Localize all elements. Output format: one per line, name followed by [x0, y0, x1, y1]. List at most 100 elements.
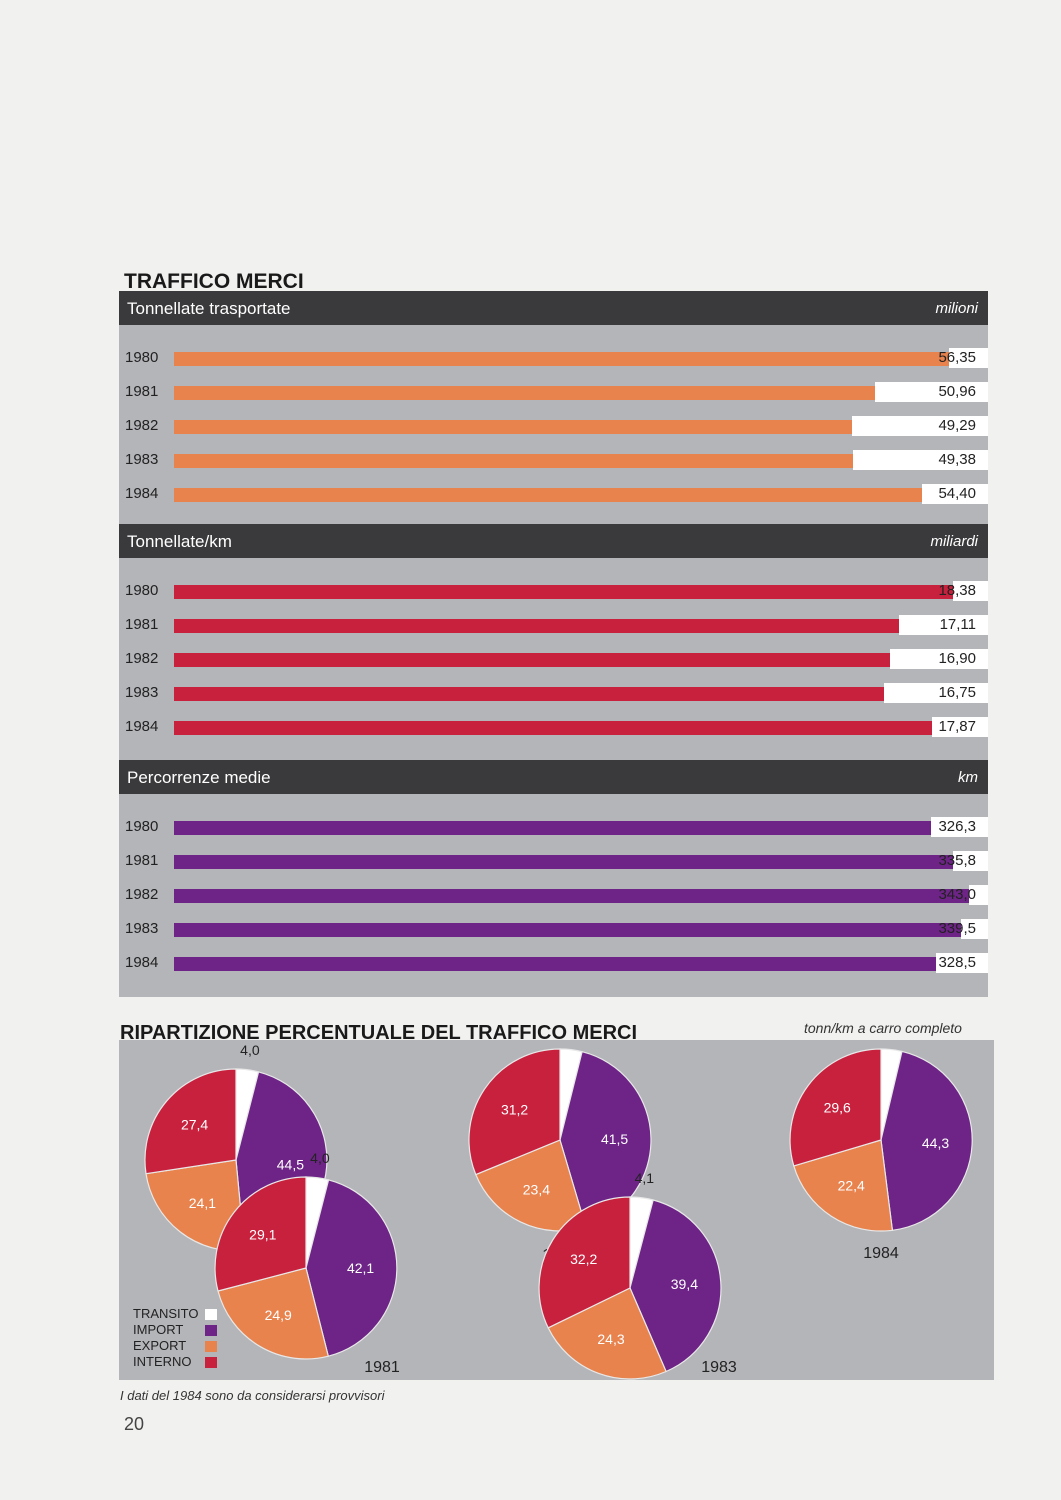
- slice-label: 39,4: [671, 1276, 698, 1292]
- bar-row: 1981 17,11: [119, 613, 988, 637]
- value-box: 16,75: [884, 683, 988, 703]
- pie-charts-panel: 4,044,524,127,419804,042,124,929,119813,…: [119, 1040, 994, 1380]
- year-label: 1982: [125, 417, 159, 434]
- bar-1982: [174, 420, 852, 434]
- value-box: 17,87: [932, 717, 988, 737]
- slice-label: 41,5: [601, 1131, 628, 1147]
- bar-1984: [174, 721, 932, 735]
- pie-1983: 4,1 39,4 24,3 32,2 1983: [538, 1170, 737, 1380]
- year-label: 1980: [125, 349, 159, 366]
- value-box: 17,11: [899, 615, 988, 635]
- slice-label: 44,3: [922, 1135, 949, 1151]
- year-label: 1982: [125, 650, 159, 667]
- bar-1982: [174, 653, 890, 667]
- year-label: 1981: [125, 616, 159, 633]
- value-box: 335,8: [938, 851, 988, 871]
- slice-import: [629, 1199, 722, 1373]
- data-label: 49,38: [938, 451, 976, 468]
- slice-label: 4,1: [635, 1170, 655, 1186]
- value-box: 49,38: [853, 450, 988, 470]
- bar-1980: [174, 585, 953, 599]
- bar-row: 1981 335,8: [119, 849, 988, 873]
- data-label: 18,38: [938, 582, 976, 599]
- legend-swatch: [205, 1309, 217, 1321]
- bar-row: 1983 339,5: [119, 917, 988, 941]
- bar-row: 1984 17,87: [119, 715, 988, 739]
- bar-1983: [174, 687, 884, 701]
- slice-import: [880, 1050, 973, 1231]
- bar-1984: [174, 488, 922, 502]
- year-label: 1981: [125, 852, 159, 869]
- pie-1981: 4,0 42,1 24,9 29,1 1981: [214, 1150, 400, 1376]
- bar-row: 1980 18,38: [119, 579, 988, 603]
- section-header-1: Tonnellate trasportate milioni: [119, 291, 988, 325]
- data-label: 56,35: [938, 349, 976, 366]
- section-title: Tonnellate trasportate: [127, 299, 291, 318]
- year-label: 1983: [125, 920, 159, 937]
- slice-label: 29,6: [824, 1099, 851, 1115]
- legend-label: IMPORT: [133, 1322, 184, 1337]
- bar-row: 1984 54,40: [119, 482, 988, 506]
- year-label: 1984: [125, 954, 159, 971]
- data-label: 17,11: [939, 616, 976, 633]
- pie-section-title: RIPARTIZIONE PERCENTUALE DEL TRAFFICO ME…: [120, 1022, 638, 1044]
- slice-label: 22,4: [838, 1178, 865, 1194]
- section-unit: miliardi: [930, 533, 978, 550]
- data-label: 16,75: [938, 684, 976, 701]
- value-box: 18,38: [938, 581, 988, 601]
- pie-year-label: 1983: [701, 1359, 737, 1376]
- data-label: 49,29: [938, 417, 976, 434]
- bar-row: 1983 49,38: [119, 448, 988, 472]
- year-label: 1980: [125, 818, 159, 835]
- data-label: 17,87: [938, 718, 976, 735]
- section-header-2: Tonnellate/km miliardi: [119, 524, 988, 558]
- slice-label: 24,3: [597, 1331, 624, 1347]
- year-label: 1983: [125, 684, 159, 701]
- bar-1981: [174, 386, 875, 400]
- value-box: 326,3: [931, 817, 988, 837]
- slice-interno: [468, 1048, 561, 1176]
- legend-label: INTERNO: [133, 1354, 192, 1369]
- slice-label: 4,0: [310, 1150, 330, 1166]
- bar-1983: [174, 454, 853, 468]
- pie-charts-svg: 4,044,524,127,419804,042,124,929,119813,…: [144, 1042, 973, 1380]
- value-box: 50,96: [875, 382, 988, 402]
- bar-1982: [174, 889, 969, 903]
- bar-1983: [174, 923, 961, 937]
- legend-item-import: IMPORT: [133, 1322, 217, 1337]
- year-label: 1983: [125, 451, 159, 468]
- slice-label: 29,1: [249, 1227, 276, 1243]
- section-unit: milioni: [935, 300, 978, 317]
- slice-import: [305, 1179, 398, 1357]
- year-label: 1984: [125, 485, 159, 502]
- page-number: 20: [124, 1414, 145, 1434]
- legend-swatch: [205, 1341, 217, 1353]
- bar-row: 1982 49,29: [119, 414, 988, 438]
- legend-label: TRANSITO: [133, 1306, 199, 1321]
- data-label: 343,0: [938, 886, 976, 903]
- slice-export: [793, 1139, 894, 1232]
- slice-label: 44,5: [277, 1156, 304, 1172]
- bar-1980: [174, 821, 931, 835]
- bar-charts-panel: Tonnellate trasportate milioni 1980 56,35 19…: [119, 291, 988, 997]
- legend-swatch: [205, 1357, 217, 1369]
- value-box: 56,35: [938, 348, 988, 368]
- slice-export: [547, 1287, 667, 1380]
- legend-item-interno: INTERNO: [133, 1354, 217, 1369]
- year-label: 1984: [125, 718, 159, 735]
- data-label: 54,40: [938, 485, 976, 502]
- value-box: 49,29: [852, 416, 988, 436]
- value-box: 339,5: [938, 919, 988, 939]
- value-box: 328,5: [936, 953, 988, 973]
- bar-row: 1980 326,3: [119, 815, 988, 839]
- bar-row: 1984 328,5: [119, 951, 988, 975]
- value-box: 54,40: [922, 484, 988, 504]
- data-label: 16,90: [938, 650, 976, 667]
- slice-export: [217, 1267, 330, 1360]
- legend-swatch: [205, 1325, 217, 1337]
- slice-label: 31,2: [501, 1102, 528, 1118]
- pie-section-unit: tonn/km a carro completo: [804, 1020, 962, 1036]
- data-label: 50,96: [938, 383, 976, 400]
- bar-1981: [174, 855, 953, 869]
- slice-interno: [144, 1068, 237, 1175]
